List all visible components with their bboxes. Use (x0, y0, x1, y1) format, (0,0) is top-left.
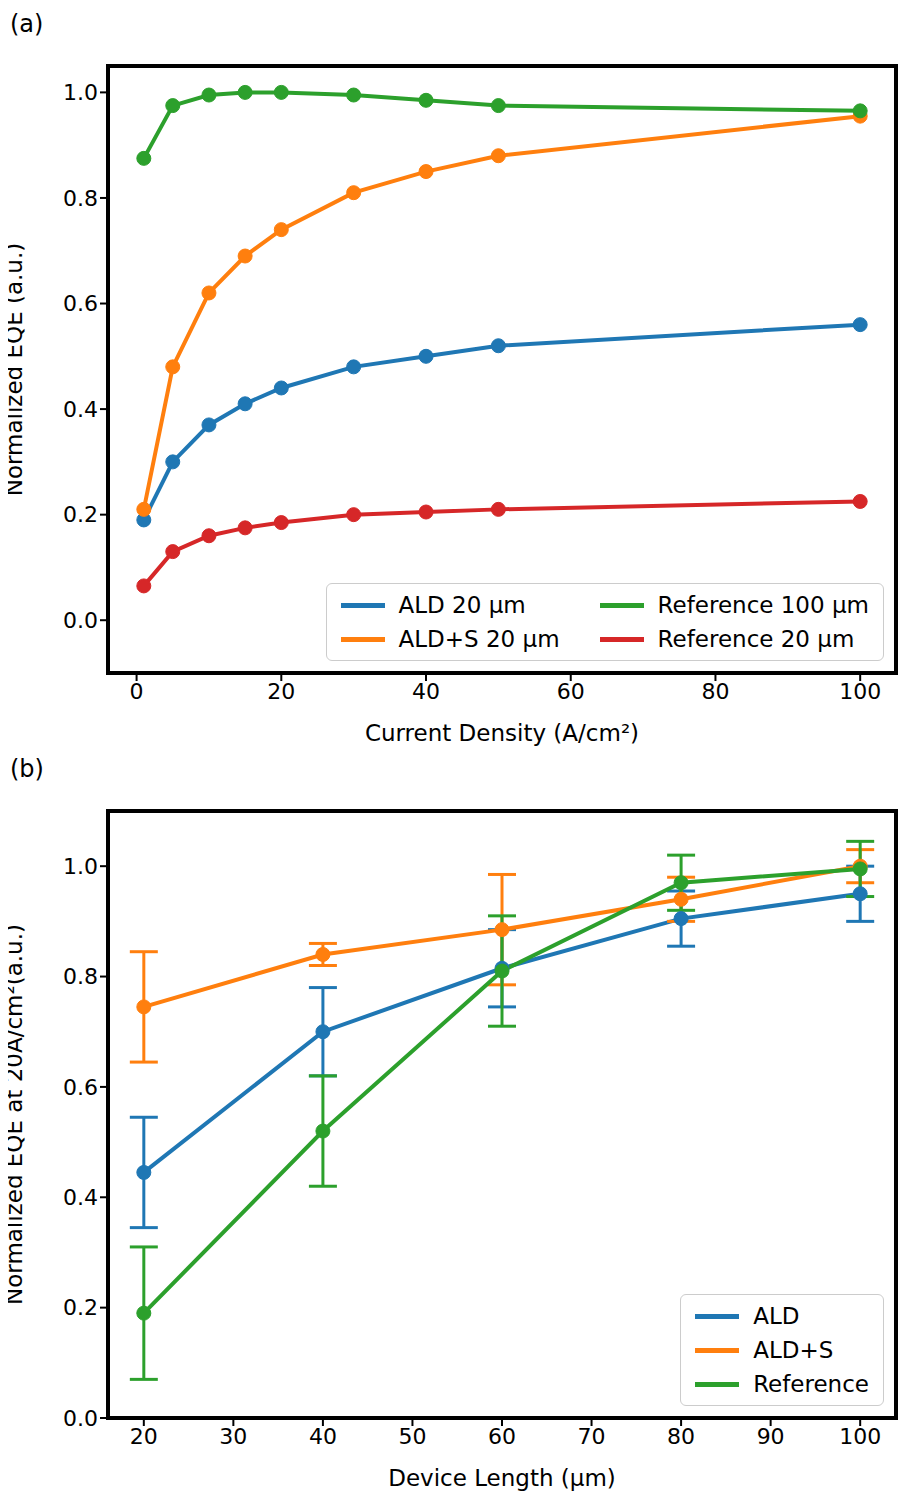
svg-text:0.8: 0.8 (63, 964, 98, 989)
svg-text:100: 100 (839, 679, 881, 704)
html-text:ALD+S 20 µm: ALD+S 20 µm (398, 626, 560, 652)
svg-text:20: 20 (130, 1424, 158, 1449)
html-text:Reference 20 µm: Reference 20 µm (657, 626, 855, 652)
svg-text:0.8: 0.8 (63, 186, 98, 211)
svg-text:20: 20 (267, 679, 295, 704)
svg-text:0.4: 0.4 (63, 397, 98, 422)
svg-text:40: 40 (412, 679, 440, 704)
svg-text:70: 70 (578, 1424, 606, 1449)
svg-text:0.2: 0.2 (63, 1295, 98, 1320)
svg-text:0.0: 0.0 (63, 1406, 98, 1431)
svg-text:Normalized EQE at 20A/cm²(a.u.: Normalized EQE at 20A/cm²(a.u.) (8, 924, 27, 1305)
svg-text:100: 100 (839, 1424, 881, 1449)
svg-text:Current Density (A/cm²): Current Density (A/cm²) (365, 720, 639, 746)
html-text:ALD 20 µm: ALD 20 µm (398, 592, 526, 618)
svg-text:30: 30 (219, 1424, 247, 1449)
svg-text:0.4: 0.4 (63, 1185, 98, 1210)
html-text:(a): (a) (10, 10, 44, 38)
html-text:Reference: Reference (753, 1371, 869, 1397)
svg-text:80: 80 (701, 679, 729, 704)
html-text:(b): (b) (10, 755, 44, 783)
svg-text:Device Length (µm): Device Length (µm) (388, 1465, 616, 1491)
svg-text:60: 60 (557, 679, 585, 704)
svg-text:0.0: 0.0 (63, 608, 98, 633)
svg-text:0.6: 0.6 (63, 1075, 98, 1100)
html-text:ALD: ALD (753, 1303, 800, 1329)
svg-text:1.0: 1.0 (63, 80, 98, 105)
svg-text:1.0: 1.0 (63, 854, 98, 879)
html-text:Reference 100 µm: Reference 100 µm (657, 592, 869, 618)
svg-text:80: 80 (667, 1424, 695, 1449)
svg-text:50: 50 (398, 1424, 426, 1449)
svg-text:0: 0 (130, 679, 144, 704)
html-text:ALD+S: ALD+S (753, 1337, 834, 1363)
svg-text:90: 90 (757, 1424, 785, 1449)
svg-text:Normalized EQE (a.u.): Normalized EQE (a.u.) (8, 243, 27, 496)
svg-text:0.6: 0.6 (63, 291, 98, 316)
svg-text:0.2: 0.2 (63, 502, 98, 527)
svg-text:40: 40 (309, 1424, 337, 1449)
svg-text:60: 60 (488, 1424, 516, 1449)
